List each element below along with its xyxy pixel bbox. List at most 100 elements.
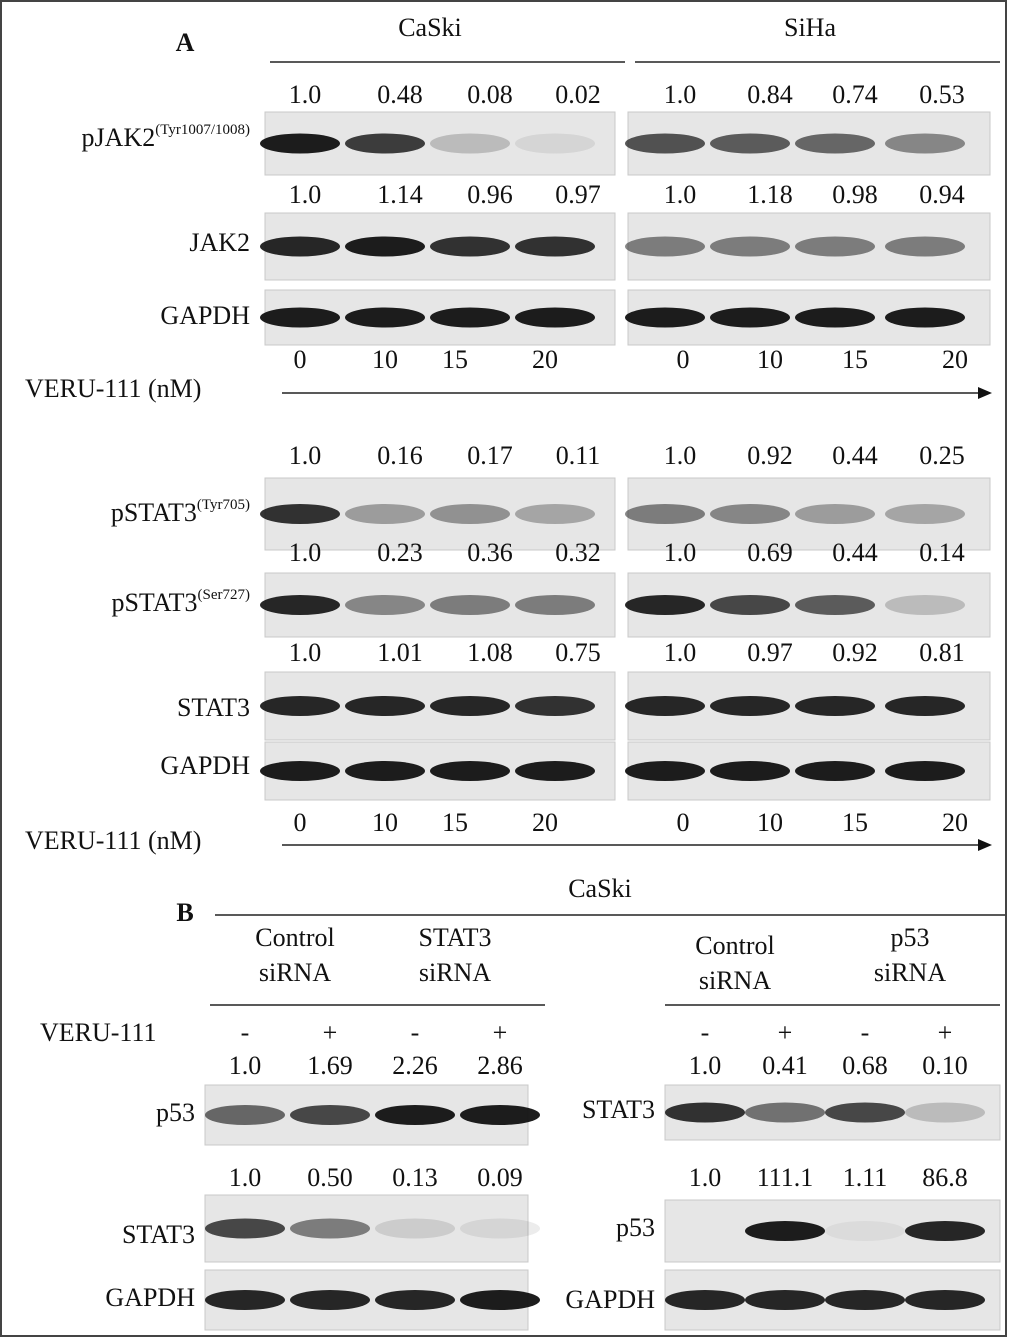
band xyxy=(260,696,340,716)
dose: 15 xyxy=(442,345,468,374)
quant-value: 0.92 xyxy=(747,441,793,470)
row-label: STAT3 xyxy=(582,1095,655,1124)
band xyxy=(345,308,425,328)
band xyxy=(515,504,595,524)
quant-value: 1.0 xyxy=(689,1163,722,1192)
quant-value: 0.98 xyxy=(832,180,878,209)
quant-value: 0.53 xyxy=(919,80,965,109)
quant-value: 2.86 xyxy=(477,1051,523,1080)
band xyxy=(885,237,965,257)
band xyxy=(885,134,965,154)
band xyxy=(795,696,875,716)
quant-value: 0.02 xyxy=(555,80,601,109)
band xyxy=(260,761,340,781)
quant-value: 0.96 xyxy=(467,180,513,209)
row-label: p53 xyxy=(616,1213,655,1242)
band xyxy=(430,595,510,615)
quant-value: 0.08 xyxy=(467,80,513,109)
band xyxy=(825,1221,905,1241)
band xyxy=(515,761,595,781)
band xyxy=(430,134,510,154)
dose: 20 xyxy=(532,808,558,837)
band xyxy=(885,696,965,716)
band xyxy=(345,761,425,781)
band xyxy=(710,595,790,615)
treatment-sign: - xyxy=(241,1018,250,1047)
band xyxy=(625,134,705,154)
band xyxy=(625,237,705,257)
quant-value: 0.10 xyxy=(922,1051,968,1080)
band xyxy=(345,696,425,716)
dose: 10 xyxy=(757,345,783,374)
dose: 10 xyxy=(757,808,783,837)
condition: Control xyxy=(255,923,334,952)
band xyxy=(345,134,425,154)
treatment-sign: - xyxy=(861,1018,870,1047)
row-label: STAT3 xyxy=(122,1220,195,1249)
dose: 0 xyxy=(294,808,307,837)
band xyxy=(905,1290,985,1310)
condition: STAT3 xyxy=(418,923,491,952)
band xyxy=(795,504,875,524)
quant-value: 0.74 xyxy=(832,80,878,109)
band xyxy=(515,696,595,716)
dose-label: VERU-111 (nM) xyxy=(25,374,201,403)
quant-value: 0.41 xyxy=(762,1051,808,1080)
cell-line: CaSki xyxy=(568,874,632,903)
condition: siRNA xyxy=(259,958,331,987)
row-label: p53 xyxy=(156,1098,195,1127)
label-sup: (Ser727) xyxy=(198,587,251,603)
band xyxy=(905,1103,985,1123)
dose: 20 xyxy=(942,808,968,837)
band xyxy=(710,134,790,154)
band xyxy=(345,595,425,615)
quant-value: 0.13 xyxy=(392,1163,438,1192)
treatment-sign: - xyxy=(411,1018,420,1047)
quant-value: 1.0 xyxy=(289,441,322,470)
band xyxy=(290,1290,370,1310)
condition: Control xyxy=(695,931,774,960)
band xyxy=(515,308,595,328)
dose: 20 xyxy=(532,345,558,374)
quant-value: 1.0 xyxy=(229,1051,262,1080)
quant-value: 0.81 xyxy=(919,638,965,667)
band xyxy=(290,1219,370,1239)
treatment-sign: + xyxy=(778,1018,793,1047)
band xyxy=(260,308,340,328)
label-sup: (Tyr705) xyxy=(197,497,250,513)
band xyxy=(375,1219,455,1239)
band xyxy=(260,134,340,154)
quant-value: 0.48 xyxy=(377,80,423,109)
band xyxy=(745,1290,825,1310)
band xyxy=(430,761,510,781)
band xyxy=(205,1105,285,1125)
band xyxy=(795,595,875,615)
quant-value: 1.0 xyxy=(289,180,322,209)
dose: 10 xyxy=(372,345,398,374)
cell-line: SiHa xyxy=(784,13,836,42)
quant-value: 1.0 xyxy=(664,180,697,209)
quant-value: 0.97 xyxy=(555,180,601,209)
quant-value: 1.0 xyxy=(289,538,322,567)
quant-value: 0.50 xyxy=(307,1163,353,1192)
dose: 0 xyxy=(677,345,690,374)
band xyxy=(205,1219,285,1239)
quant-value: 1.0 xyxy=(289,80,322,109)
quant-value: 0.17 xyxy=(467,441,513,470)
band xyxy=(430,308,510,328)
quant-value: 1.0 xyxy=(664,441,697,470)
quant-value: 0.97 xyxy=(747,638,793,667)
dose: 15 xyxy=(442,808,468,837)
band xyxy=(460,1105,540,1125)
quant-value: 0.68 xyxy=(842,1051,888,1080)
band xyxy=(625,308,705,328)
band xyxy=(665,1103,745,1123)
quant-value: 0.69 xyxy=(747,538,793,567)
treatment-sign: + xyxy=(938,1018,953,1047)
quant-value: 1.14 xyxy=(377,180,423,209)
label-sup: (Tyr1007/1008) xyxy=(155,122,250,138)
label-text: GAPDH xyxy=(160,301,250,330)
row-label: STAT3 xyxy=(177,693,250,722)
quant-value: 0.84 xyxy=(747,80,793,109)
band xyxy=(290,1105,370,1125)
